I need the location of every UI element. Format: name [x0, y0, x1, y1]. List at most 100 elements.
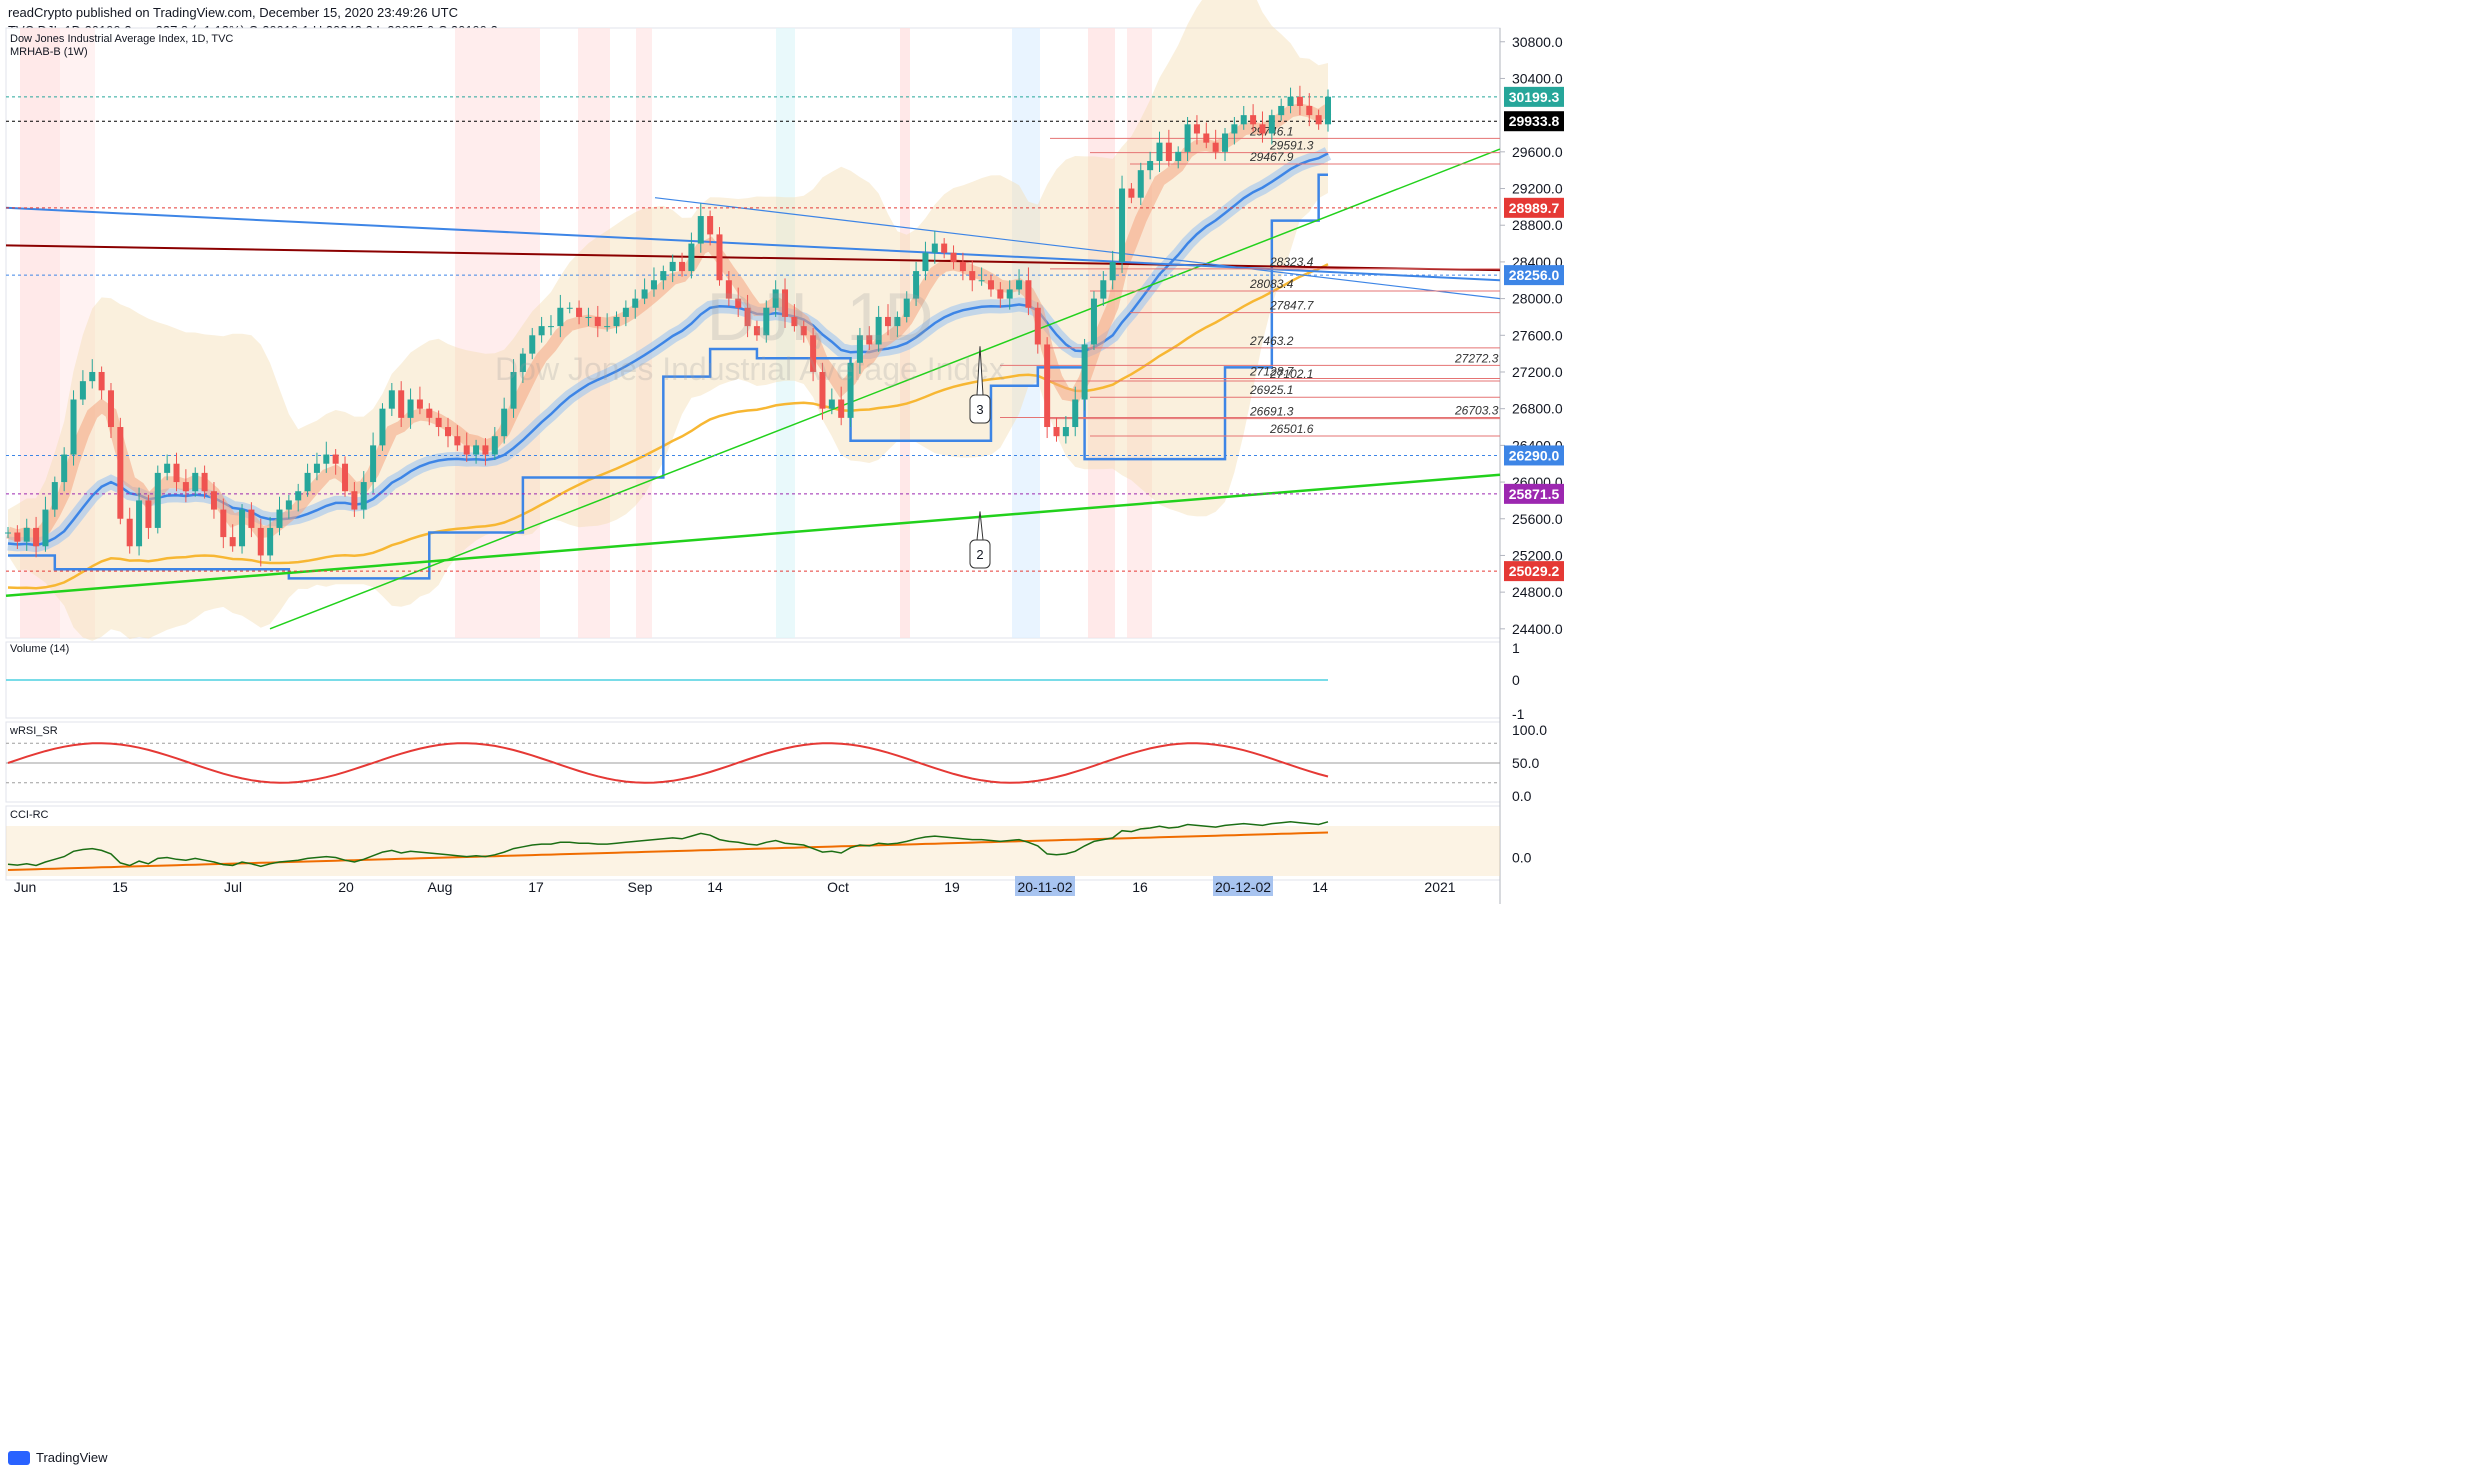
- wrsi-axis-label: 100.0: [1512, 722, 1547, 738]
- time-axis-label: 15: [112, 879, 128, 895]
- level-label: 27463.2: [1249, 334, 1294, 348]
- chart-subtitle: MRHAB-B (1W): [10, 46, 88, 58]
- price-badge-label: 28989.7: [1509, 200, 1560, 216]
- candle-body: [1100, 280, 1107, 299]
- callout-box: [969, 539, 991, 569]
- price-axis-label: 25600.0: [1512, 511, 1563, 527]
- level-label: 26925.1: [1249, 383, 1293, 397]
- wrsi-line: [7, 742, 1329, 784]
- candle-body: [557, 307, 564, 327]
- level-label: 26501.6: [1269, 422, 1314, 436]
- candle-body: [763, 307, 770, 336]
- candle-body: [800, 326, 807, 336]
- candle-body: [342, 463, 349, 492]
- candle-body: [753, 326, 760, 336]
- candle-body: [1212, 142, 1219, 152]
- candles: [5, 85, 1331, 567]
- level-labels: 29746.129591.329467.928323.428083.427847…: [1000, 124, 1500, 437]
- price-axis-label: 28800.0: [1512, 217, 1563, 233]
- price-badge: [1504, 111, 1564, 132]
- candle-body: [239, 509, 246, 547]
- candle-body: [276, 509, 283, 528]
- candle-body: [154, 472, 161, 528]
- candle-body: [1222, 133, 1229, 152]
- candle-body: [14, 532, 21, 542]
- time-axis-label: Jun: [14, 879, 37, 895]
- candle-body: [257, 527, 264, 556]
- candle-body: [295, 491, 302, 501]
- candle-body: [491, 436, 498, 455]
- candle-body: [828, 399, 835, 409]
- candle-body: [941, 243, 948, 253]
- candle-body: [1203, 133, 1210, 143]
- time-axis-label: 2021: [1424, 879, 1455, 895]
- candle-body: [332, 454, 339, 464]
- candle-body: [576, 307, 583, 317]
- tradingview-logo-text: TradingView: [36, 1450, 108, 1465]
- volume-contents: Volume (14) 1 0 -1: [6, 640, 1525, 722]
- candle-body: [1072, 399, 1079, 428]
- candle-body: [566, 307, 573, 309]
- wrsi-axis-label: 0.0: [1512, 788, 1532, 804]
- price-axis-label: 27600.0: [1512, 327, 1563, 343]
- candle-body: [1250, 115, 1257, 125]
- candle-body: [604, 326, 611, 328]
- time-axis-label: 14: [707, 879, 723, 895]
- callout-2: 2: [976, 547, 983, 562]
- candle-body: [445, 427, 451, 437]
- candle-body: [1016, 280, 1023, 290]
- price-axis-label: 25200.0: [1512, 547, 1563, 563]
- callouts: 32: [969, 346, 991, 569]
- time-axis-highlight: [1213, 876, 1273, 896]
- candle-body: [987, 280, 994, 290]
- level-label: 27847.7: [1269, 299, 1315, 313]
- candle-body: [61, 454, 68, 483]
- highlight-band: [578, 28, 610, 638]
- callout-3: 3: [976, 402, 983, 417]
- time-axis-label: Oct: [827, 879, 849, 895]
- candle-body: [1062, 427, 1069, 437]
- cci-axis-label: 0.0: [1512, 850, 1532, 866]
- candle-body: [51, 482, 58, 510]
- watermark-symbol: DJI, 1D: [707, 279, 934, 355]
- trend-lines: [5, 148, 1501, 630]
- candle-body: [875, 316, 882, 345]
- candle-body: [922, 252, 929, 272]
- candle-body: [810, 335, 817, 372]
- candle-body: [1081, 344, 1088, 400]
- candle-body: [688, 243, 695, 272]
- ma-orange-line: [7, 263, 1329, 590]
- level-label: 28083.4: [1249, 277, 1294, 291]
- candle-body: [1306, 105, 1313, 116]
- level-label: 26703.3: [1454, 404, 1499, 418]
- candle-body: [978, 280, 985, 282]
- candle-body: [1090, 298, 1097, 345]
- volume-label: Volume (14): [10, 643, 69, 655]
- price-axis-label: 30800.0: [1512, 34, 1563, 50]
- candle-body: [136, 500, 143, 547]
- candle-body: [304, 472, 311, 492]
- candle-body: [23, 527, 30, 542]
- time-axis-label: 14: [1312, 879, 1328, 895]
- candle-body: [435, 417, 442, 428]
- level-label: 28323.4: [1269, 255, 1314, 269]
- trendline-3: [269, 148, 1501, 630]
- candle-body: [632, 298, 639, 308]
- candle-body: [791, 316, 798, 327]
- highlight-band: [776, 28, 795, 638]
- candle-body: [669, 261, 676, 272]
- time-axis-label: Aug: [428, 879, 453, 895]
- price-axis-label: 24800.0: [1512, 584, 1563, 600]
- candle-body: [398, 390, 405, 418]
- publish-info: readCrypto published on TradingView.com,…: [8, 5, 458, 20]
- candle-body: [594, 316, 601, 327]
- highlight-band: [900, 28, 910, 638]
- candle-body: [1006, 289, 1013, 299]
- candle-body: [173, 463, 180, 483]
- candle-body: [547, 326, 554, 328]
- cci-contents: CCI-RC 0.0: [6, 809, 1532, 876]
- trendline-darkred: [5, 244, 1501, 272]
- level-label: 27102.1: [1269, 367, 1313, 381]
- candle-body: [1296, 96, 1303, 106]
